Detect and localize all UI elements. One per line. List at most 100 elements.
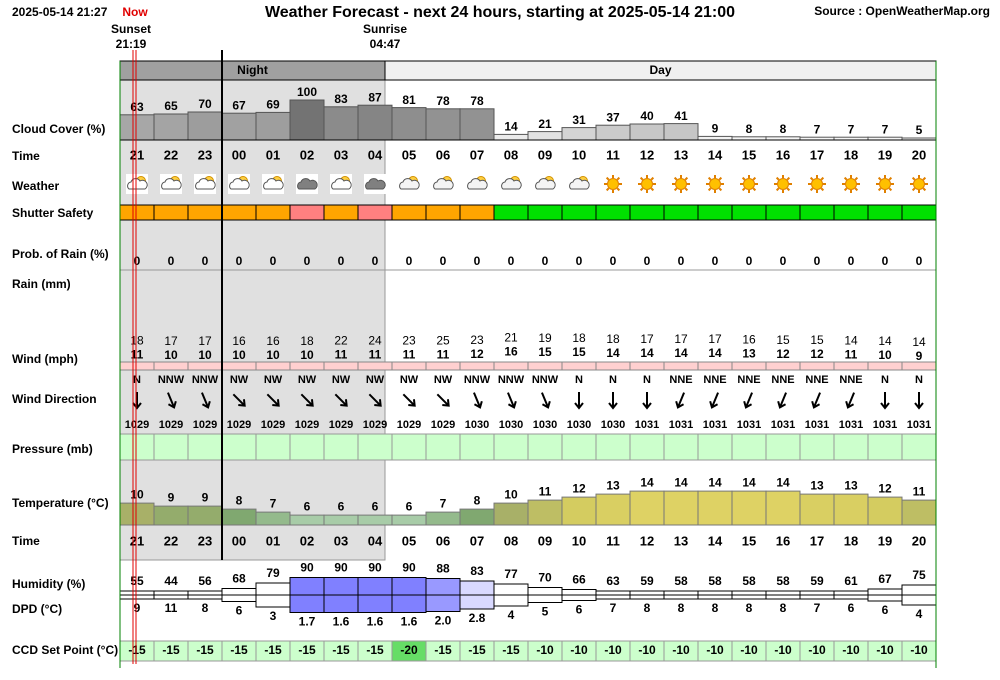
time-label: 17	[810, 533, 824, 548]
wind-direction: NNE	[771, 374, 794, 386]
temp-value: 6	[304, 499, 311, 513]
pressure-value: 1029	[125, 419, 149, 431]
humidity-value: 90	[368, 561, 382, 575]
shutter-cell	[697, 204, 733, 221]
row-label: Humidity (%)	[12, 577, 85, 591]
wind-direction: NW	[434, 374, 453, 386]
night-shading	[119, 79, 386, 561]
temp-bar	[629, 490, 665, 526]
row-label: Time	[12, 149, 40, 163]
shutter-cell	[867, 204, 903, 221]
time-label: 09	[538, 533, 552, 548]
ccd-value: -10	[740, 643, 758, 657]
wind-speed: 11	[131, 348, 144, 362]
temp-bar	[459, 508, 495, 526]
wind-speed: 10	[164, 348, 178, 362]
wind-cell	[765, 361, 801, 371]
temp-bar	[799, 493, 835, 526]
cloud-value: 21	[538, 117, 552, 131]
pressure-value: 1030	[567, 419, 591, 431]
sun	[913, 178, 925, 190]
wind-cell	[459, 361, 495, 371]
wind-cell	[663, 361, 699, 371]
cloud-bar	[119, 114, 155, 141]
rain-prob: 0	[304, 254, 311, 268]
time-label: 22	[164, 533, 178, 548]
wind-direction: NNW	[192, 374, 219, 386]
sun-ray	[820, 176, 825, 181]
pressure-value: 1031	[907, 419, 931, 431]
rain-prob: 0	[236, 254, 243, 268]
humidity-value: 56	[198, 574, 212, 588]
time-label: 23	[198, 147, 212, 162]
wind-direction: N	[881, 374, 889, 386]
row-label: Time	[12, 534, 40, 548]
sun	[811, 178, 823, 190]
pressure-cell	[765, 433, 801, 461]
cloud	[399, 178, 420, 190]
sun-ray	[854, 176, 859, 181]
wind-gust: 23	[402, 334, 416, 348]
humidity-value: 88	[436, 562, 450, 576]
wind-gust: 17	[674, 332, 688, 346]
pressure-cell	[255, 433, 291, 461]
weather-icon	[672, 175, 690, 193]
humidity-value: 77	[504, 567, 518, 581]
wind-gust: 21	[504, 331, 518, 345]
wind-speed: 11	[437, 348, 450, 362]
cloud-value: 100	[297, 85, 317, 99]
wind-arrow	[402, 393, 416, 407]
wind-arrow	[743, 392, 753, 409]
wind-arrow	[368, 393, 382, 407]
wind-gust: 22	[334, 334, 348, 348]
wind-cell	[221, 361, 257, 371]
wind-arrow	[845, 392, 855, 409]
wind-arrow	[132, 392, 142, 410]
dpd-value: 2.8	[469, 611, 486, 625]
time-label: 08	[504, 147, 518, 162]
sun-ray	[922, 187, 927, 192]
ccd-value: -20	[400, 643, 418, 657]
wind-cell	[561, 361, 597, 371]
dpd-value: 9	[134, 601, 141, 615]
pressure-value: 1031	[635, 419, 659, 431]
row-label: Cloud Cover (%)	[12, 122, 105, 136]
temp-value: 14	[776, 475, 790, 489]
sun	[675, 178, 687, 190]
temp-value: 11	[539, 484, 552, 498]
shutter-cell	[527, 204, 563, 221]
wind-speed: 10	[232, 348, 246, 362]
ccd-value: -10	[876, 643, 894, 657]
weather-icon	[160, 174, 182, 194]
weather-icon	[433, 176, 454, 190]
time-label: 03	[334, 147, 348, 162]
cloud-bar	[493, 133, 529, 141]
sun-ray	[752, 176, 757, 181]
time-label: 22	[164, 147, 178, 162]
cloud-value: 70	[198, 97, 212, 111]
shutter-cell	[391, 204, 427, 221]
time-label: 21	[130, 533, 144, 548]
cloud	[365, 178, 386, 190]
sunset-time: 21:19	[116, 37, 147, 51]
time-label: 01	[266, 147, 280, 162]
weather-icon	[296, 174, 318, 194]
wind-arrow	[675, 392, 685, 409]
time-label: 12	[640, 147, 654, 162]
pressure-value: 1030	[601, 419, 625, 431]
wind-speed: 12	[776, 347, 790, 361]
pressure-cell	[867, 433, 903, 461]
time-label: 18	[844, 533, 858, 548]
wind-speed: 11	[403, 348, 416, 362]
cloud-bar	[459, 108, 495, 141]
sun	[743, 178, 755, 190]
sun-ray	[718, 187, 723, 192]
wind-direction: N	[609, 374, 617, 386]
rain-prob: 0	[338, 254, 345, 268]
wind-gust: 17	[198, 334, 212, 348]
temp-value: 12	[878, 481, 892, 495]
dpd-value: 11	[165, 601, 178, 615]
wind-arrow	[777, 392, 787, 409]
ccd-value: -15	[264, 643, 282, 657]
sun-ray	[639, 187, 644, 192]
